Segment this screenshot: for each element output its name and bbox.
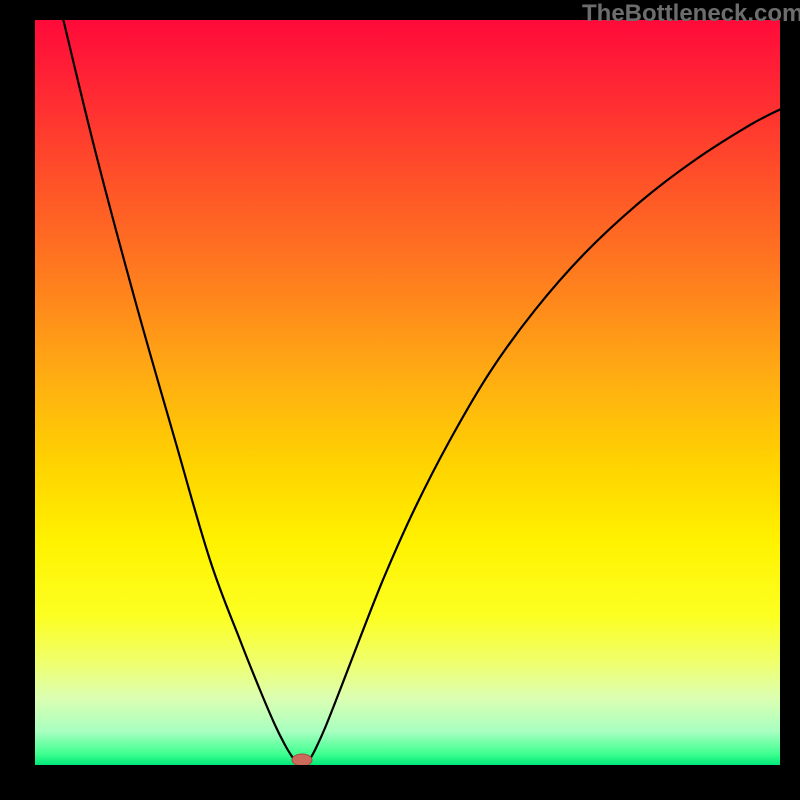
bottleneck-curve-right — [310, 108, 780, 759]
curve-layer — [35, 20, 780, 765]
optimal-point-marker — [292, 754, 312, 765]
plot-area — [35, 20, 780, 765]
watermark-text: TheBottleneck.com — [582, 0, 800, 28]
bottleneck-curve-left — [61, 20, 294, 759]
chart-frame: TheBottleneck.com — [0, 0, 800, 800]
